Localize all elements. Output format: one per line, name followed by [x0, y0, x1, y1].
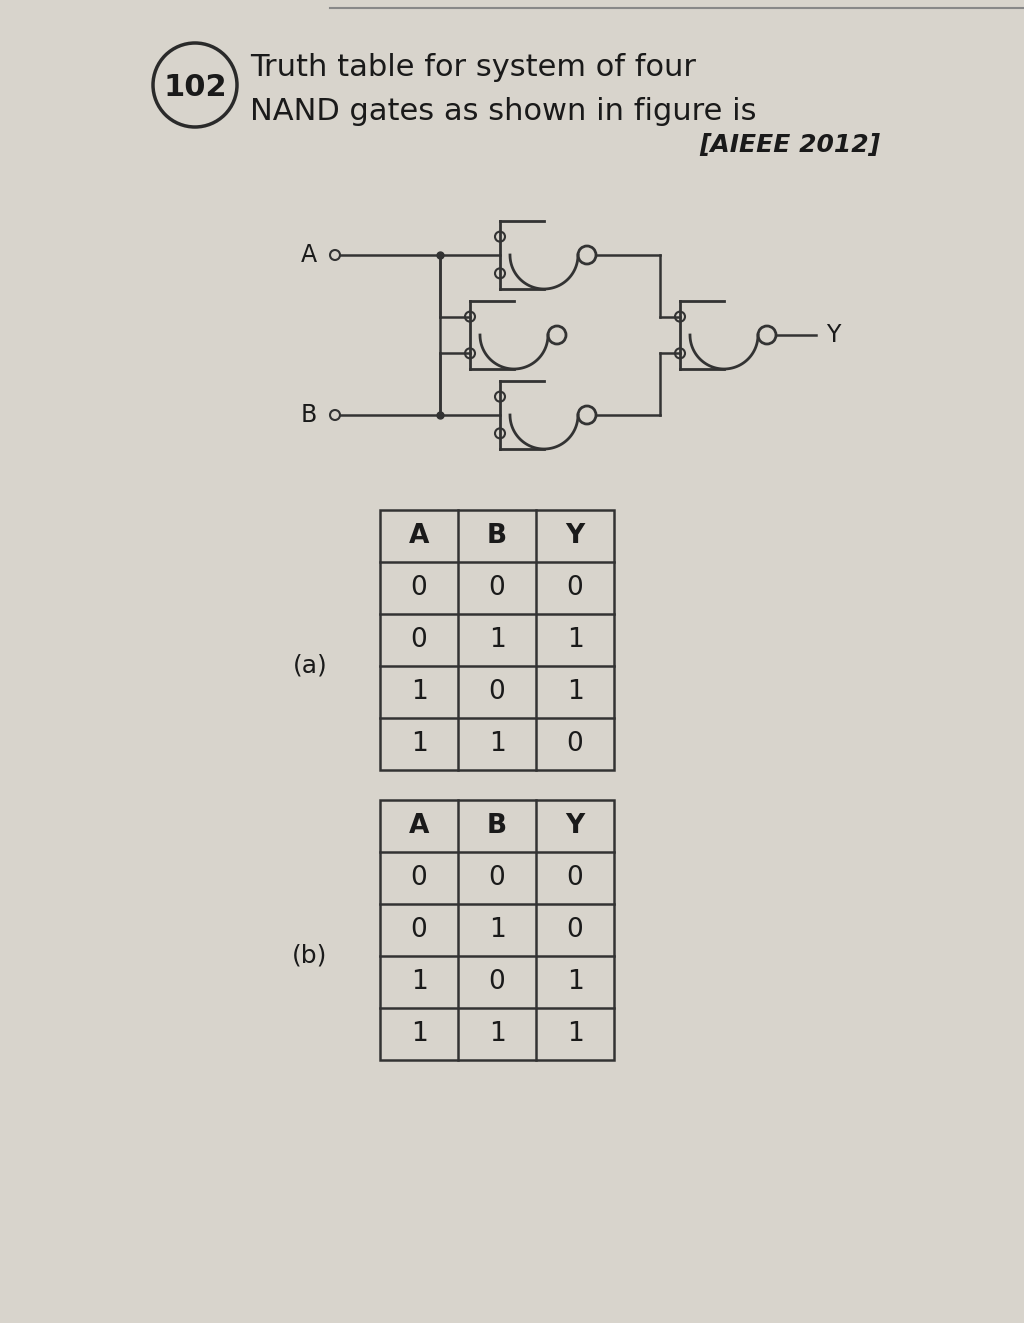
- Text: Y: Y: [826, 323, 841, 347]
- Text: 0: 0: [411, 627, 427, 654]
- Text: 1: 1: [488, 1021, 506, 1046]
- Text: 1: 1: [566, 1021, 584, 1046]
- Text: NAND gates as shown in figure is: NAND gates as shown in figure is: [250, 98, 757, 127]
- Text: 1: 1: [411, 679, 427, 705]
- Text: 0: 0: [411, 576, 427, 601]
- Text: 0: 0: [566, 865, 584, 890]
- Text: B: B: [487, 523, 507, 549]
- Text: (b): (b): [292, 945, 328, 968]
- Text: 1: 1: [488, 732, 506, 757]
- Text: 0: 0: [411, 865, 427, 890]
- Text: B: B: [301, 404, 317, 427]
- Text: 0: 0: [488, 679, 506, 705]
- Text: Truth table for system of four: Truth table for system of four: [250, 53, 696, 82]
- Text: 1: 1: [411, 968, 427, 995]
- Text: 1: 1: [488, 917, 506, 943]
- Bar: [380, 509, 614, 770]
- Text: 1: 1: [566, 968, 584, 995]
- Text: [AIEEE 2012]: [AIEEE 2012]: [699, 134, 880, 157]
- Text: 1: 1: [488, 627, 506, 654]
- Text: 1: 1: [566, 627, 584, 654]
- Text: 1: 1: [411, 732, 427, 757]
- Text: 0: 0: [488, 576, 506, 601]
- Text: 0: 0: [411, 917, 427, 943]
- Text: A: A: [409, 814, 429, 839]
- Text: 0: 0: [566, 917, 584, 943]
- Text: (a): (a): [293, 654, 328, 677]
- Text: A: A: [301, 243, 317, 267]
- Text: 102: 102: [163, 74, 226, 102]
- Text: 1: 1: [566, 679, 584, 705]
- Text: 1: 1: [411, 1021, 427, 1046]
- Text: B: B: [487, 814, 507, 839]
- Bar: [380, 800, 614, 1060]
- Text: Y: Y: [565, 523, 585, 549]
- Text: 0: 0: [488, 865, 506, 890]
- Text: 0: 0: [566, 732, 584, 757]
- Text: Y: Y: [565, 814, 585, 839]
- Text: 0: 0: [566, 576, 584, 601]
- Text: A: A: [409, 523, 429, 549]
- Text: 0: 0: [488, 968, 506, 995]
